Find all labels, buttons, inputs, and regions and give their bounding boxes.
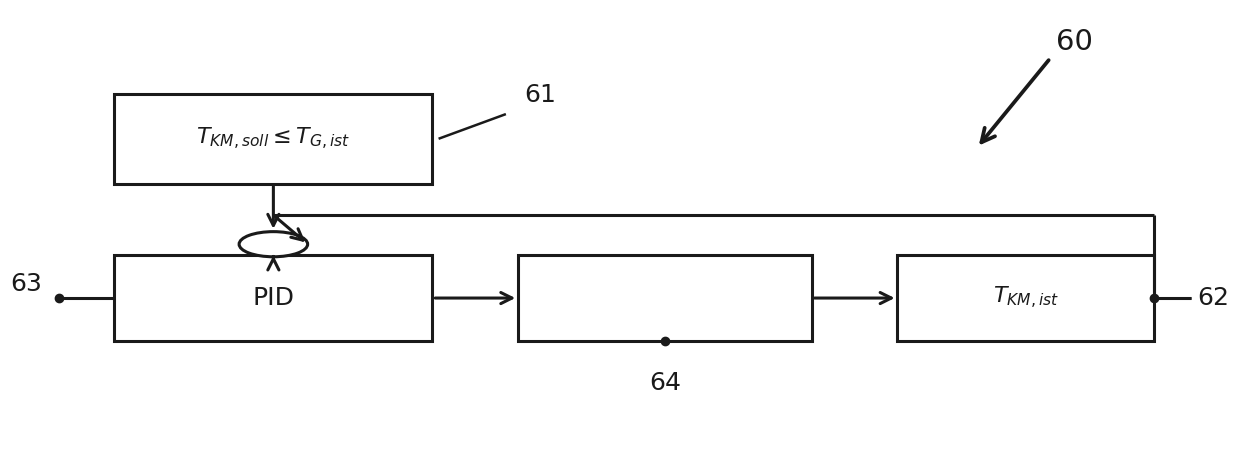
Text: $T_{KM,soll}$$\leq$$T_{G,ist}$: $T_{KM,soll}$$\leq$$T_{G,ist}$ bbox=[196, 126, 351, 152]
FancyBboxPatch shape bbox=[114, 255, 433, 340]
FancyBboxPatch shape bbox=[898, 255, 1154, 340]
Text: 61: 61 bbox=[525, 83, 556, 107]
Text: 64: 64 bbox=[649, 371, 681, 395]
FancyBboxPatch shape bbox=[114, 94, 433, 184]
Text: $T_{KM,ist}$: $T_{KM,ist}$ bbox=[993, 285, 1059, 311]
Text: 62: 62 bbox=[1198, 286, 1229, 310]
FancyBboxPatch shape bbox=[518, 255, 812, 340]
Text: 63: 63 bbox=[10, 272, 42, 296]
Text: PID: PID bbox=[253, 286, 294, 310]
Circle shape bbox=[239, 232, 308, 257]
Text: 60: 60 bbox=[1056, 28, 1094, 56]
